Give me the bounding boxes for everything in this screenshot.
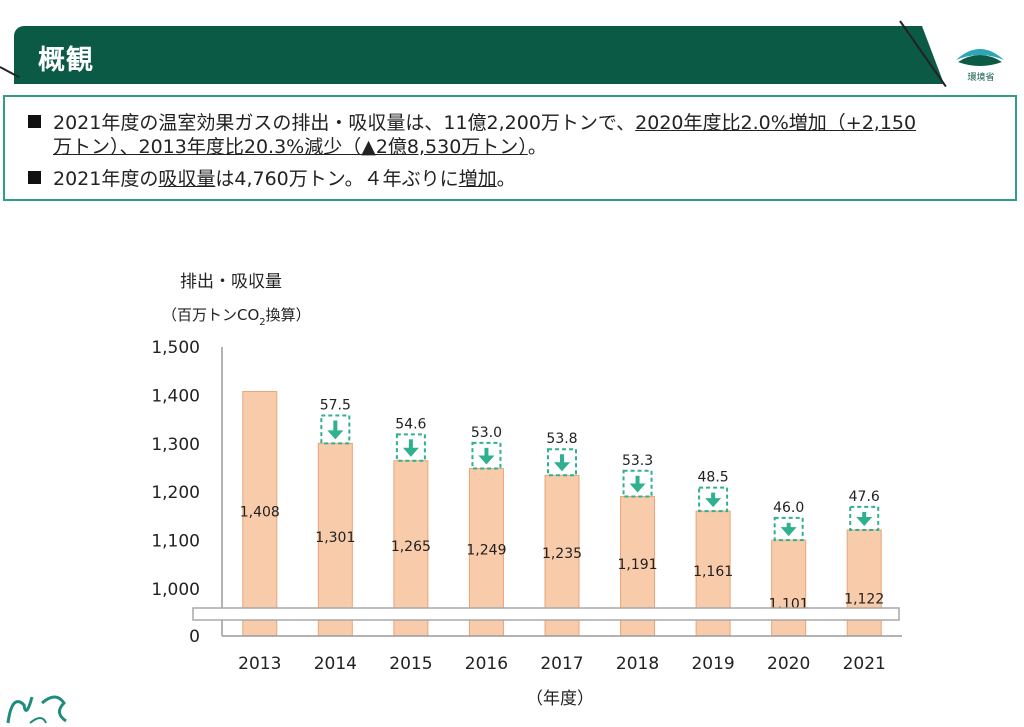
ministry-logo-icon <box>956 49 1004 66</box>
absorption-value-label: 53.8 <box>546 431 577 447</box>
y-tick-label: 1,400 <box>151 386 200 406</box>
summary-highlight: 2020年度比2.0%増加（+2,150 <box>635 112 917 134</box>
bar-value-label: 1,235 <box>542 546 582 562</box>
footer-logo-icon <box>6 695 67 724</box>
header-bar <box>14 26 944 84</box>
absorption-box <box>698 486 729 513</box>
bar-value-label: 1,301 <box>315 530 355 546</box>
y-axis-title: 排出・吸収量 <box>180 272 282 292</box>
bar-2020 <box>771 539 807 637</box>
absorption-arrowhead-icon <box>402 447 419 457</box>
y-tick-label: 1,500 <box>151 338 200 358</box>
bullet-square-icon <box>28 171 41 184</box>
y-tick-label: 1,100 <box>151 532 200 552</box>
absorption-box <box>547 448 577 477</box>
x-tick-label: 2021 <box>843 654 886 674</box>
axis-break-band <box>192 607 900 621</box>
absorption-arrowhead-icon <box>478 455 495 465</box>
summary-text: 。 <box>496 168 516 190</box>
y-tick-label: 1,000 <box>151 580 200 600</box>
y-tick-label: 1,200 <box>151 483 200 503</box>
absorption-value-label: 54.6 <box>395 416 426 432</box>
y-axis-unit: （百万トンCO2換算） <box>162 306 311 328</box>
summary-box <box>3 95 1017 201</box>
summary-highlight: 万トン）、2013年度比20.3%減少（▲2億8,530万トン） <box>53 136 528 158</box>
x-tick-label: 2019 <box>691 654 734 674</box>
absorption-box <box>471 441 502 470</box>
bar-2014 <box>317 442 353 637</box>
bar-2013 <box>242 391 278 637</box>
summary-text: 。 <box>527 136 547 158</box>
bullet-square-icon <box>28 115 41 128</box>
bar-value-label: 1,161 <box>693 564 733 580</box>
absorption-arrowhead-icon <box>780 527 797 537</box>
bar-value-label: 1,265 <box>391 539 431 555</box>
absorption-value-label: 47.6 <box>849 489 880 505</box>
x-tick-label: 2016 <box>465 654 508 674</box>
absorption-arrowhead-icon <box>856 516 873 526</box>
x-tick-label: 2013 <box>238 654 281 674</box>
absorption-arrowhead-icon <box>629 483 646 493</box>
summary-highlight: 増加 <box>458 168 497 190</box>
x-tick-label: 2014 <box>314 654 357 674</box>
absorption-value-label: 53.0 <box>471 425 502 441</box>
absorption-box <box>622 469 653 498</box>
summary-text: 2021年度の <box>53 168 159 190</box>
bar-value-label: 1,408 <box>240 504 280 520</box>
summary-bullet-2: 2021年度の吸収量は4,760万トン。４年ぶりに増加。 <box>28 167 998 191</box>
y-tick-label: 1,300 <box>151 435 200 455</box>
absorption-value-label: 46.0 <box>773 500 804 516</box>
absorption-value-label: 48.5 <box>698 470 729 486</box>
bar-value-label: 1,122 <box>844 591 884 607</box>
summary-highlight: 吸収量 <box>158 168 216 190</box>
absorption-value-label: 57.5 <box>320 397 351 413</box>
y-tick-label: 0 <box>189 627 200 647</box>
absorption-value-label: 53.3 <box>622 453 653 469</box>
x-tick-label: 2017 <box>540 654 583 674</box>
summary-bullet-1: 2021年度の温室効果ガスの排出・吸収量は、11億2,200万トンで、2020年… <box>28 111 998 159</box>
absorption-arrowhead-icon <box>554 462 570 472</box>
page-title: 概観 <box>38 45 94 76</box>
x-tick-label: 2020 <box>767 654 810 674</box>
absorption-box <box>773 516 804 542</box>
x-axis-title: （年度） <box>526 689 594 709</box>
summary-text: は4,760万トン。４年ぶりに <box>215 168 459 190</box>
summary-text: 2021年度の温室効果ガスの排出・吸収量は、11億2,200万トンで、 <box>53 112 636 134</box>
ministry-logo-text: 環境省 <box>967 73 995 83</box>
absorption-arrowhead-icon <box>705 498 722 508</box>
absorption-box <box>395 433 426 462</box>
x-tick-label: 2015 <box>389 654 432 674</box>
absorption-box <box>320 414 351 445</box>
bar-value-label: 1,249 <box>466 543 506 559</box>
x-tick-label: 2018 <box>616 654 659 674</box>
absorption-arrowhead-icon <box>327 430 344 440</box>
bar-value-label: 1,191 <box>618 557 658 573</box>
absorption-box <box>849 505 880 531</box>
